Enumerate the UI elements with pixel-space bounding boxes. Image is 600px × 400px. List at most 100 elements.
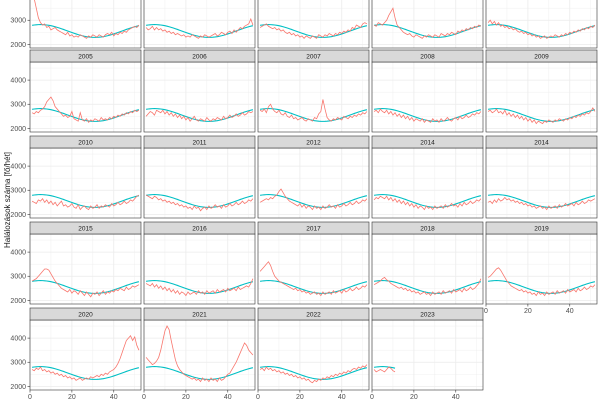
panel-background xyxy=(372,320,483,390)
strip-background xyxy=(371,135,484,149)
baseline-line-2014 xyxy=(374,194,482,208)
baseline-line-2019 xyxy=(488,280,596,294)
observed-line-2023 xyxy=(373,366,396,373)
x-tick-label: 20 xyxy=(410,394,418,400)
strip-background xyxy=(257,221,370,235)
facet-panel-2010: 2010 2000 3000 4000 xyxy=(10,135,142,219)
y-tick-label: 3000 xyxy=(10,274,26,281)
facet-panel-2001 xyxy=(143,0,256,49)
observed-line-2016 xyxy=(145,278,254,297)
observed-line-2010 xyxy=(31,194,140,211)
panel-background xyxy=(372,0,483,48)
strip-background xyxy=(485,135,598,149)
x-tick-label: 40 xyxy=(110,394,118,400)
panel-background xyxy=(144,234,255,304)
observed-line-2009 xyxy=(487,107,596,125)
observed-line-2006 xyxy=(145,109,254,122)
strip-label: 2021 xyxy=(192,312,207,319)
panel-background xyxy=(30,320,141,390)
observed-line-2018 xyxy=(373,276,482,297)
observed-line-2002 xyxy=(259,22,368,39)
facet-panel-2023: 2023 xyxy=(371,307,484,391)
observed-line-2000 xyxy=(34,0,140,39)
x-tick-label: 40 xyxy=(224,394,232,400)
observed-line-2019 xyxy=(487,267,596,297)
y-tick-label: 2000 xyxy=(10,384,26,391)
strip-label: 2011 xyxy=(193,140,207,147)
panel-background xyxy=(144,148,255,218)
strip-label: 2018 xyxy=(420,226,435,233)
facet-panel-2009: 2009 xyxy=(485,49,598,133)
y-tick-label: 3000 xyxy=(10,360,26,367)
panel-background xyxy=(258,320,369,390)
observed-line-2014 xyxy=(487,196,596,211)
observed-line-2015 xyxy=(31,268,140,298)
observed-line-2008 xyxy=(373,108,482,124)
observed-line-2022 xyxy=(259,364,368,384)
facet-panel-2018: 2018 xyxy=(371,221,484,305)
strip-background xyxy=(29,307,142,321)
panel-background xyxy=(30,62,141,132)
strip-label: 2008 xyxy=(420,54,435,61)
strip-background xyxy=(29,135,142,149)
strip-background xyxy=(257,135,370,149)
baseline-line-2022 xyxy=(260,366,368,380)
strip-background xyxy=(143,135,256,149)
panel-background xyxy=(144,320,255,390)
strip-label: 2015 xyxy=(78,226,93,233)
facet-panel-2003 xyxy=(371,0,484,49)
facet-panel-2015: 2015 2000 3000 4000 xyxy=(10,221,142,305)
strip-background xyxy=(485,221,598,235)
y-tick-label: 3000 xyxy=(10,18,26,25)
y-tick-label: 2000 xyxy=(10,126,26,133)
x-tick-label: 40 xyxy=(338,394,346,400)
facet-panel-2000: 2000 3000 xyxy=(10,0,142,49)
facet-panel-2014: 2014 xyxy=(371,135,484,219)
panel-border xyxy=(143,0,256,49)
x-tick-label: 0 xyxy=(142,394,146,400)
strip-background xyxy=(371,307,484,321)
strip-label: 2007 xyxy=(306,54,321,61)
panel-background xyxy=(258,62,369,132)
observed-line-2017 xyxy=(259,261,368,297)
strip-background xyxy=(143,221,256,235)
strip-label: 2016 xyxy=(192,226,207,233)
panel-background xyxy=(372,62,483,132)
facet-panel-2011: 2011 xyxy=(143,135,256,219)
baseline-line-2014 xyxy=(488,194,596,208)
y-tick-label: 3000 xyxy=(10,188,26,195)
y-tick-label: 4000 xyxy=(10,78,26,85)
baseline-line-2009 xyxy=(488,108,596,122)
facet-panel-2017: 2017 xyxy=(257,221,370,305)
panel-border xyxy=(485,0,598,49)
facet-panel-2016: 2016 xyxy=(143,221,256,305)
strip-label: 2020 xyxy=(78,312,93,319)
facet-panel-2019: 2019 xyxy=(485,221,598,305)
x-tick-label: 0 xyxy=(28,394,32,400)
facet-panel-2020: 2020 2000 3000 4000 xyxy=(10,307,142,391)
observed-line-2020 xyxy=(31,334,140,381)
facet-panel-2006: 2006 xyxy=(143,49,256,133)
observed-line-2014 xyxy=(373,195,482,211)
observed-line-2011 xyxy=(145,194,254,212)
facet-panel-2004 xyxy=(485,0,598,49)
facet-panel-2008: 2008 xyxy=(371,49,484,133)
strip-label: 2017 xyxy=(306,226,321,233)
panel-border xyxy=(257,0,370,49)
baseline-line-2018 xyxy=(374,280,482,294)
panel-background xyxy=(144,62,255,132)
facet-panel-2007: 2007 xyxy=(257,49,370,133)
x-tick-label: 0 xyxy=(256,394,260,400)
x-tick-label: 0 xyxy=(370,394,374,400)
facet-panel-2014: 2014 xyxy=(485,135,598,219)
strip-background xyxy=(485,49,598,63)
y-tick-label: 4000 xyxy=(10,336,26,343)
x-tick-label: 20 xyxy=(296,394,304,400)
panel-background xyxy=(486,62,597,132)
panel-background xyxy=(486,0,597,48)
strip-background xyxy=(371,49,484,63)
strip-label: 2005 xyxy=(78,54,93,61)
baseline-line-2010 xyxy=(32,194,140,208)
